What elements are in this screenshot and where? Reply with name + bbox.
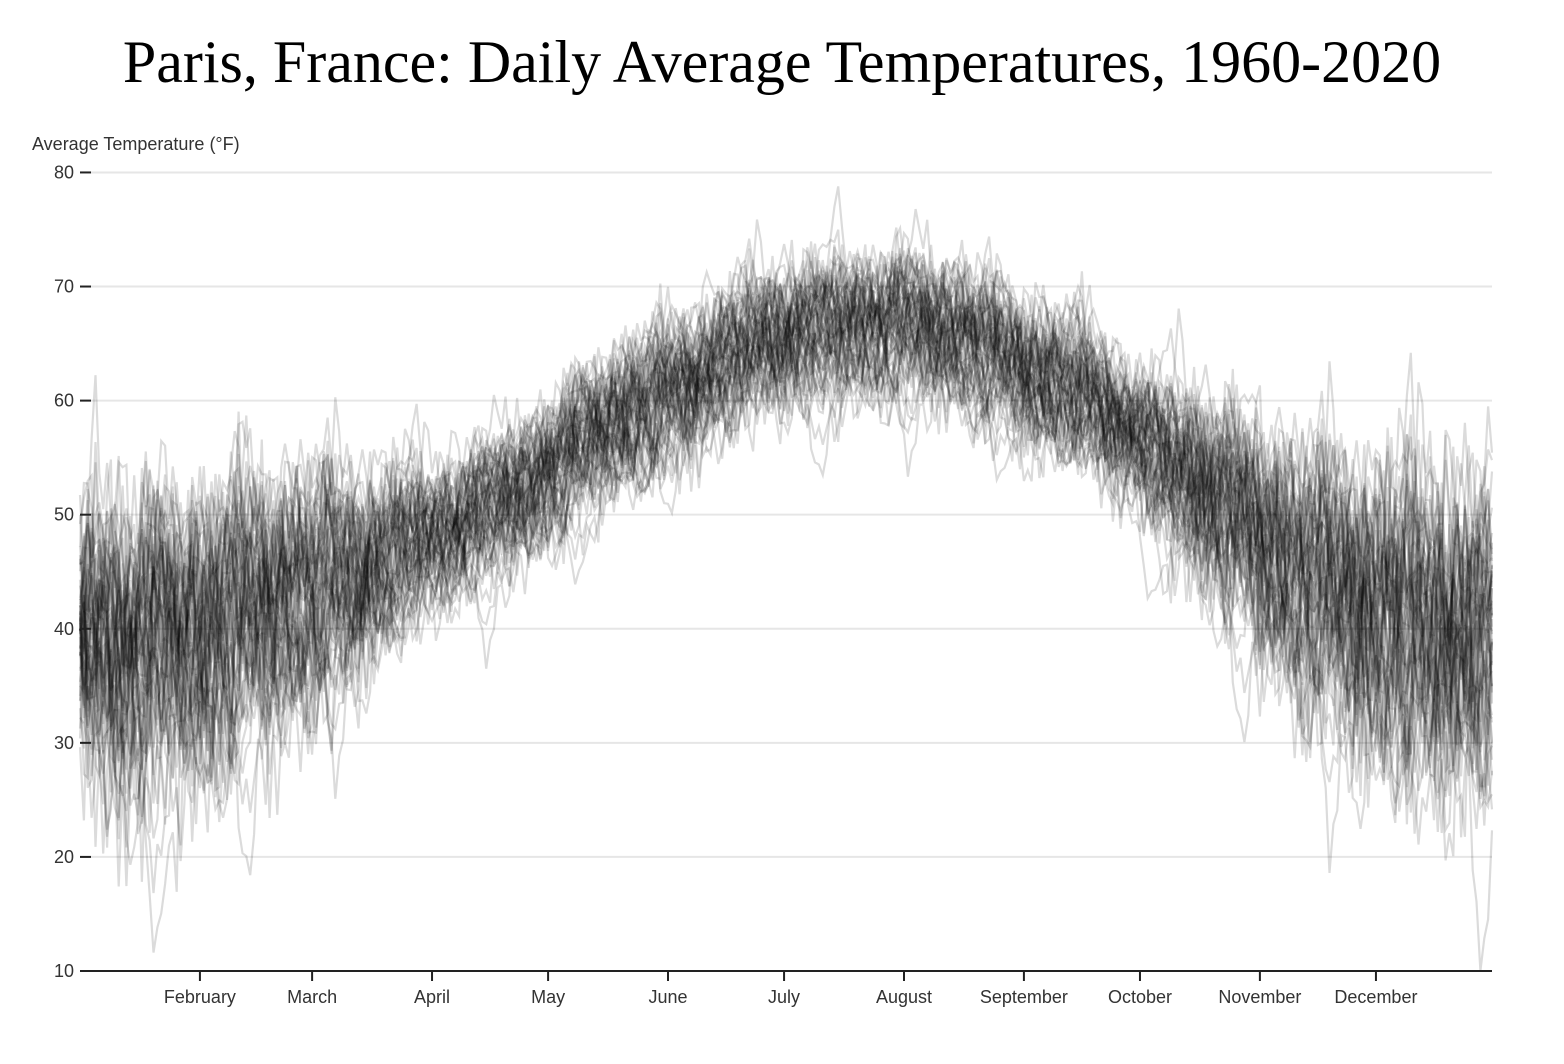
series-line-1972: [78, 281, 1493, 783]
series-line-2016: [78, 253, 1494, 788]
series-line-1964: [78, 303, 1494, 771]
axes: 10 20 30 40 50 60 70 80 February March April May Jun…: [54, 162, 1492, 1007]
series-line-2011: [78, 261, 1493, 745]
series-line-1987: [78, 253, 1494, 825]
series-line-1993: [78, 256, 1494, 765]
series-line-1994: [78, 243, 1494, 774]
x-tick-label-december: December: [1334, 987, 1417, 1007]
series-line-1981: [78, 299, 1494, 789]
series-line-1984: [78, 257, 1493, 755]
series-line-1975: [78, 262, 1494, 835]
series-line-2015: [78, 244, 1494, 810]
gridlines: [80, 171, 1492, 858]
x-tick-label-may: May: [531, 987, 565, 1007]
series-line-1989: [78, 258, 1494, 781]
series-line-1992: [78, 269, 1494, 767]
series-line-1983: [79, 261, 1494, 824]
series-line-1978: [78, 262, 1494, 834]
series-line-2001: [78, 229, 1494, 876]
series-line-1999: [78, 274, 1494, 783]
series-line-1962: [78, 259, 1494, 972]
series-line-2013: [78, 227, 1494, 792]
x-tick-label-june: June: [648, 987, 687, 1007]
series-line-1996: [78, 255, 1494, 812]
series-line-2014: [78, 247, 1494, 798]
series-line-1990: [78, 251, 1493, 861]
series-line-2019: [78, 186, 1494, 763]
y-tick-label-20: 20: [54, 847, 74, 867]
series-line-1968: [78, 260, 1494, 882]
series-line-1960: [78, 279, 1494, 782]
y-axis-label: Average Temperature (°F): [32, 134, 240, 154]
series-line-2004: [78, 219, 1494, 778]
y-tick-label-10: 10: [54, 961, 74, 981]
x-tick-label-november: November: [1218, 987, 1301, 1007]
series-line-1991: [78, 244, 1494, 833]
x-tick-label-march: March: [287, 987, 337, 1007]
y-tick-label-60: 60: [54, 391, 74, 411]
y-tick-label-70: 70: [54, 277, 74, 297]
series-line-1974: [78, 280, 1494, 817]
x-tick-label-september: September: [980, 987, 1068, 1007]
series-line-1961: [78, 250, 1494, 834]
series-line-2017: [78, 244, 1494, 846]
series-line-1986: [78, 252, 1494, 862]
y-tick-label-80: 80: [54, 162, 74, 182]
series-line-1985: [78, 257, 1494, 821]
y-tick-label-50: 50: [54, 505, 74, 525]
series-lines: [78, 186, 1494, 972]
series-line-1971: [78, 272, 1494, 839]
series-line-2005: [78, 272, 1494, 873]
series-line-2000: [78, 238, 1493, 805]
series-line-2006: [78, 246, 1494, 816]
series-line-2020: [79, 208, 1494, 825]
series-line-2003: [78, 253, 1494, 779]
series-line-1997: [79, 252, 1494, 762]
series-line-1998: [78, 258, 1493, 793]
y-tick-label-40: 40: [54, 619, 74, 639]
series-line-1967: [79, 251, 1494, 819]
x-tick-label-august: August: [876, 987, 932, 1007]
series-line-2002: [78, 260, 1493, 848]
series-line-1976: [78, 236, 1494, 894]
y-tick-label-30: 30: [54, 733, 74, 753]
series-line-1966: [78, 246, 1494, 865]
series-line-1980: [78, 253, 1494, 838]
series-line-1979: [78, 253, 1494, 775]
series-line-1973: [78, 282, 1493, 801]
series-line-1963: [78, 241, 1494, 854]
x-tick-label-july: July: [768, 987, 800, 1007]
series-line-1982: [78, 252, 1494, 953]
series-line-2010: [78, 249, 1494, 887]
series-line-2018: [78, 239, 1494, 845]
chart-title: Paris, France: Daily Average Temperature…: [122, 29, 1442, 95]
series-line-1970: [79, 260, 1493, 800]
x-tick-label-april: April: [414, 987, 450, 1007]
x-tick-label-february: February: [164, 987, 236, 1007]
series-line-1995: [78, 259, 1494, 848]
series-line-2012: [78, 259, 1494, 789]
series-line-2007: [78, 250, 1494, 833]
series-line-2008: [78, 239, 1494, 804]
series-line-1969: [79, 262, 1494, 813]
series-line-1988: [78, 244, 1494, 821]
series-line-1977: [78, 273, 1493, 812]
series-line-2009: [78, 262, 1494, 783]
x-tick-label-october: October: [1108, 987, 1172, 1007]
series-line-1965: [78, 258, 1493, 823]
